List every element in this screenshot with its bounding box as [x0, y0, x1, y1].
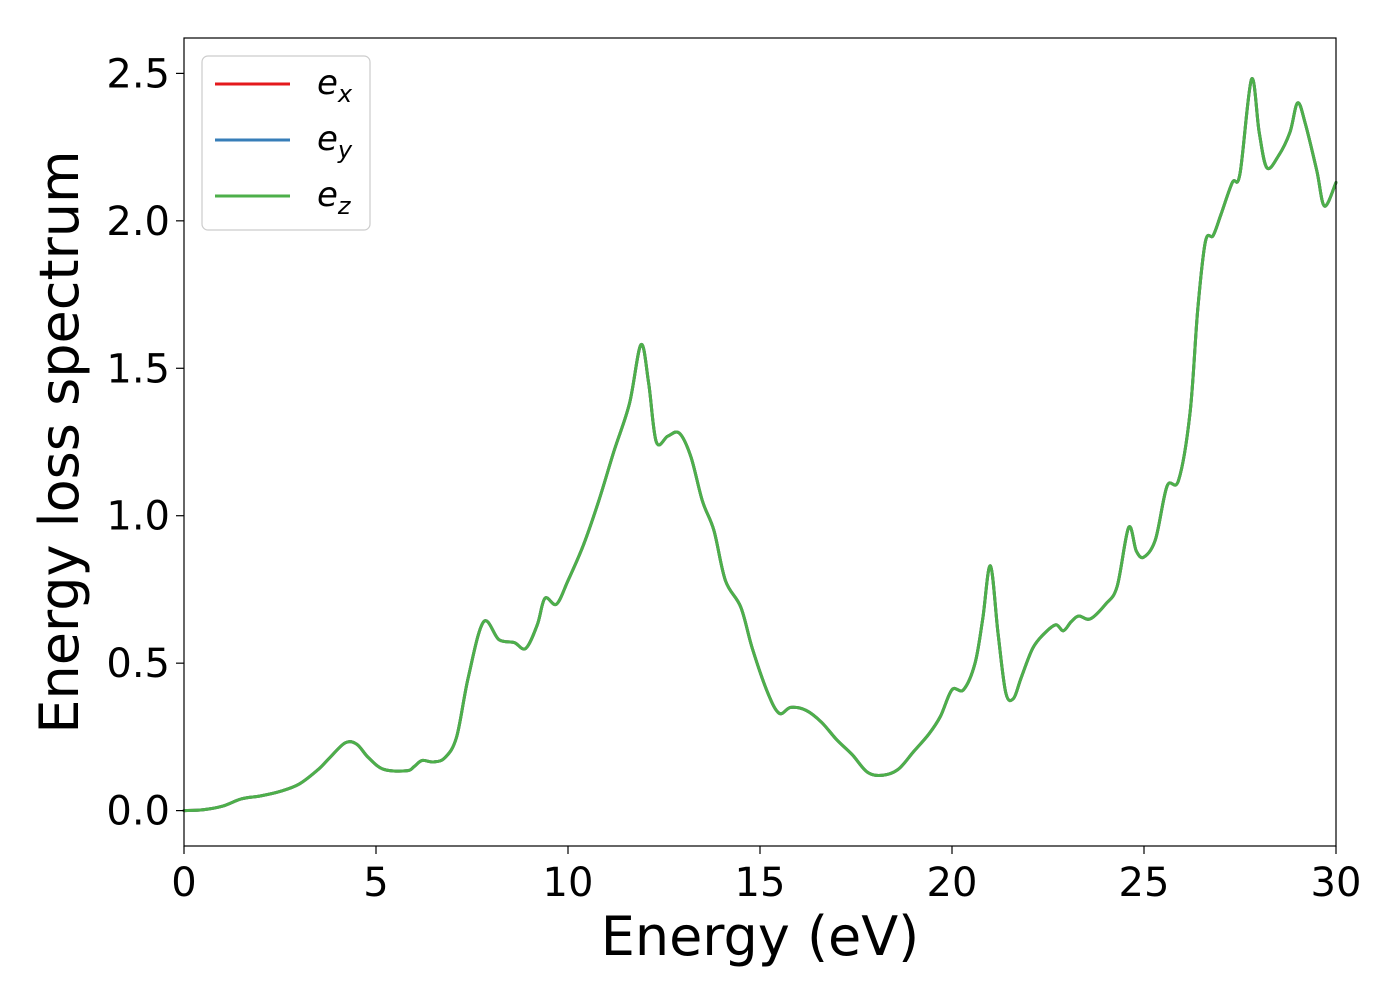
- x-axis-label: Energy (eV): [601, 905, 920, 968]
- series-line-e-z: [182, 77, 1338, 813]
- legend-label-e-z: ez: [317, 175, 352, 220]
- y-tick-label: 0.5: [106, 641, 170, 687]
- y-tick-label: 1.5: [106, 346, 170, 392]
- legend-label-base: e: [317, 175, 338, 215]
- y-tick-label: 0.0: [106, 789, 170, 835]
- y-tick-label: 2.5: [106, 51, 170, 97]
- x-tick-label: 30: [1311, 860, 1362, 906]
- legend-label-e-y: ey: [317, 119, 353, 164]
- x-tick-label: 0: [171, 860, 196, 906]
- x-axis-ticks: 0 5 10 15 20 25 30: [171, 846, 1361, 906]
- legend-box: [201, 55, 371, 231]
- x-tick-label: 15: [735, 860, 786, 906]
- legend-label-base: e: [317, 119, 338, 159]
- y-tick-label: 1.0: [106, 494, 170, 540]
- x-tick-label: 10: [543, 860, 594, 906]
- legend-label-subscript: x: [337, 80, 353, 108]
- y-axis-ticks: 0.0 0.5 1.0 1.5 2.0 2.5: [106, 51, 184, 835]
- x-tick-label: 5: [363, 860, 388, 906]
- legend-label-subscript: z: [337, 192, 352, 220]
- legend-label-e-x: ex: [317, 63, 353, 108]
- series-layer: [182, 77, 1338, 813]
- y-axis-label: Energy loss spectrum: [28, 150, 91, 733]
- legend-label-base: e: [317, 63, 338, 103]
- x-tick-label: 20: [927, 860, 978, 906]
- x-tick-label: 25: [1119, 860, 1170, 906]
- y-tick-label: 2.0: [106, 199, 170, 245]
- legend-label-subscript: y: [337, 136, 353, 164]
